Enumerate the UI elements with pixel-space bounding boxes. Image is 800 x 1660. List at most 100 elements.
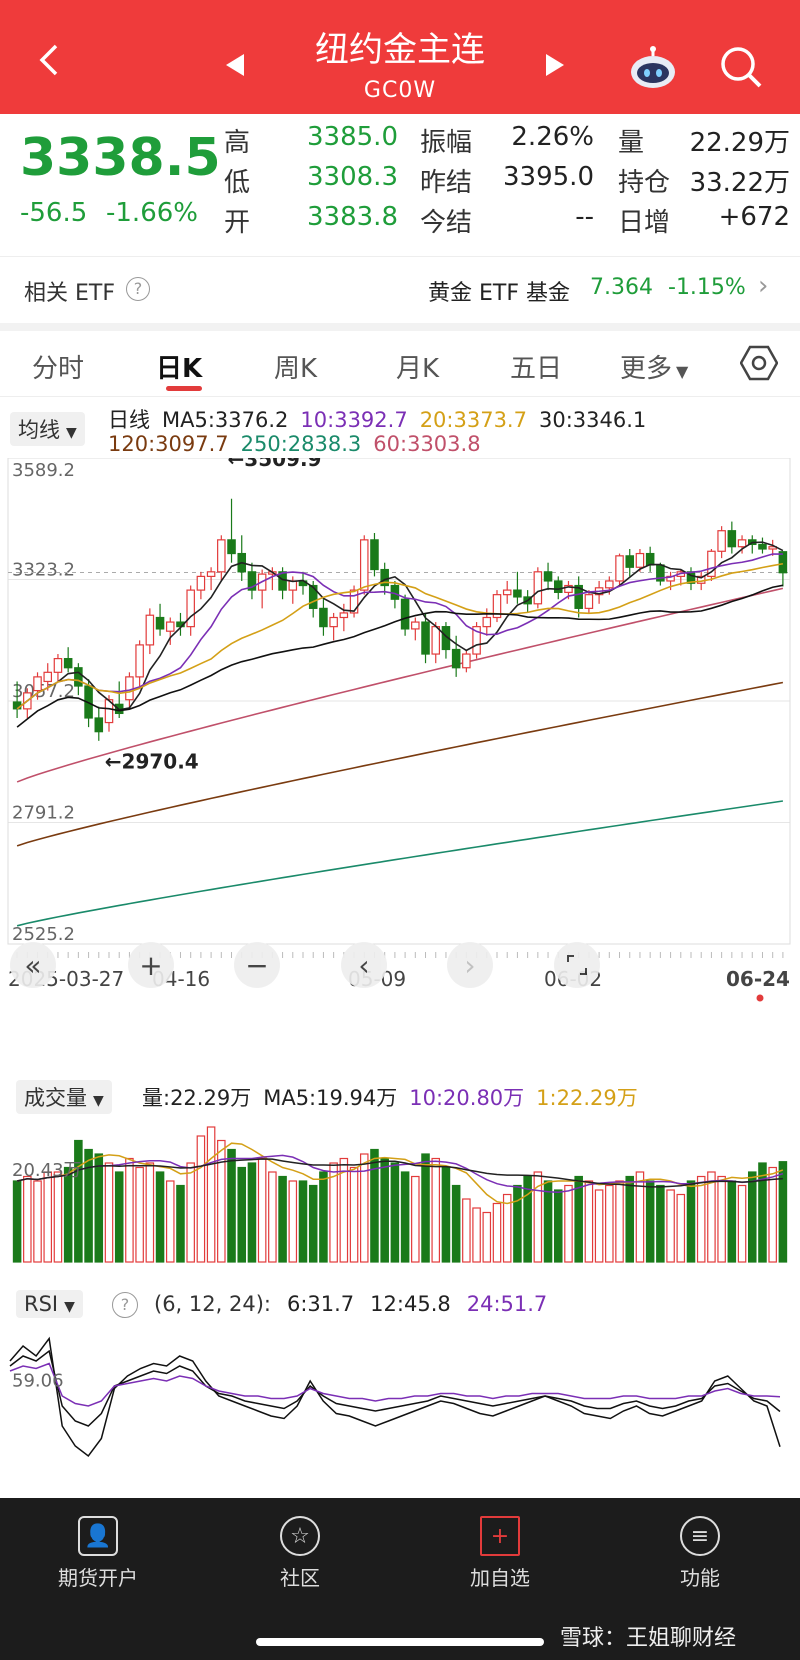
volume-dropdown[interactable]: 成交量 ▼ — [16, 1080, 112, 1114]
nav-community[interactable]: ☆ 社区 — [230, 1516, 370, 1591]
nav-label: 功能 — [680, 1566, 720, 1590]
candle — [441, 622, 451, 659]
volume-bar — [268, 1171, 277, 1263]
scroll-right-button[interactable]: › — [447, 942, 493, 988]
quote-panel: 3338.5 -56.5 -1.66% 高 3385.0 振幅 2.26% 量 22.29… — [0, 114, 800, 256]
nav-label: 加自选 — [470, 1566, 530, 1590]
nav-label: 社区 — [280, 1566, 320, 1590]
tab-weekly-k[interactable]: 周K — [274, 354, 318, 384]
candlestick-chart[interactable]: 3589.2 3323.2 3057.2 2791.2 2525.2 ←3509.9 ←29… — [0, 458, 800, 1008]
candle — [645, 546, 655, 572]
back-button[interactable] — [30, 40, 70, 80]
ma-legend-row-2: 120:3097.7 250:2838.3 60:3303.8 — [108, 432, 493, 456]
nav-futures-account[interactable]: 👤 期货开户 — [28, 1516, 168, 1591]
candle — [359, 535, 369, 595]
candle — [635, 548, 645, 572]
search-button[interactable] — [718, 44, 764, 90]
candle — [298, 571, 308, 595]
candle — [135, 640, 144, 687]
volume-bar — [257, 1157, 267, 1263]
ma-legend-row-1: 日线 MA5:3376.2 10:3392.7 20:3373.7 30:3346.1 — [108, 404, 658, 434]
ma-dropdown[interactable]: 均线 ▼ — [10, 412, 85, 446]
triangle-right-icon — [546, 54, 564, 76]
quote-value: +672 — [718, 202, 790, 232]
volume-bar — [400, 1171, 410, 1263]
volume-bar — [635, 1171, 645, 1263]
volume-bar — [370, 1148, 379, 1263]
volume-bar — [84, 1148, 93, 1263]
active-tab-indicator — [166, 386, 202, 391]
candle — [206, 567, 216, 591]
volume-bar — [696, 1175, 706, 1263]
legend-item: 日线 — [108, 408, 150, 432]
volume-bar — [23, 1175, 32, 1263]
quote-label: 高 — [224, 128, 251, 158]
candle — [513, 571, 522, 604]
volume-bar — [74, 1139, 83, 1263]
scroll-left-button[interactable]: ‹ — [341, 942, 387, 988]
prev-contract-button[interactable] — [222, 52, 248, 78]
candle — [492, 590, 502, 623]
legend-item: 1:22.29万 — [536, 1086, 638, 1110]
moving-average-line — [16, 584, 784, 728]
volume-bar — [717, 1175, 726, 1263]
scroll-start-button[interactable]: « — [10, 942, 56, 988]
rsi-dropdown[interactable]: RSI ▼ — [16, 1290, 83, 1318]
nav-label: 期货开户 — [58, 1566, 138, 1590]
volume-bar — [553, 1189, 563, 1263]
rsi-legend: (6, 12, 24): 6:31.7 12:45.8 24:51.7 — [154, 1292, 563, 1316]
etf-fund-price: 7.364 — [590, 275, 653, 300]
rsi-help-icon[interactable]: ? — [112, 1292, 138, 1318]
volume-bar — [564, 1184, 573, 1263]
quote-value: 3308.3 — [307, 162, 398, 192]
volume-bar — [298, 1180, 308, 1263]
next-contract-button[interactable] — [542, 52, 568, 78]
candle — [53, 654, 63, 682]
volume-bar — [737, 1184, 747, 1263]
chart-settings-button[interactable] — [739, 344, 779, 382]
hexagon-settings-icon — [739, 345, 779, 381]
caret-down-icon: ▼ — [66, 425, 77, 441]
volume-bar — [155, 1171, 165, 1263]
volume-bar — [492, 1202, 502, 1263]
quote-label: 昨结 — [420, 168, 473, 198]
volume-bar — [451, 1184, 461, 1263]
tab-five-day[interactable]: 五日 — [510, 354, 563, 384]
tab-daily-k[interactable]: 日K — [156, 354, 203, 384]
volume-bar — [533, 1171, 543, 1263]
double-chevron-left-icon: « — [24, 948, 42, 982]
user-icon: 👤 — [78, 1516, 118, 1556]
assistant-robot-button[interactable] — [628, 44, 678, 90]
tab-monthly-k[interactable]: 月K — [396, 354, 440, 384]
candle — [400, 594, 410, 636]
legend-item: 量:22.29万 — [142, 1086, 252, 1110]
zoom-out-button[interactable]: − — [234, 942, 280, 988]
volume-bar — [523, 1175, 532, 1263]
candle — [717, 526, 726, 559]
volume-bar — [12, 1180, 22, 1263]
volume-ma-line — [16, 1158, 783, 1188]
quote-label: 开 — [224, 208, 251, 238]
plus-icon: + — [139, 948, 163, 982]
tab-more[interactable]: 更多 ▼ — [620, 348, 688, 385]
watermark: 雪球：王姐聊财经 — [560, 1626, 737, 1651]
legend-item: 12:45.8 — [370, 1292, 451, 1316]
zoom-in-button[interactable]: + — [128, 942, 174, 988]
volume-bar — [94, 1153, 104, 1263]
community-icon: ☆ — [280, 1516, 320, 1556]
help-icon[interactable]: ? — [126, 277, 150, 301]
quote-value: 22.29万 — [689, 128, 790, 158]
volume-bar — [196, 1135, 206, 1263]
fullscreen-button[interactable] — [554, 942, 600, 988]
quote-label: 振幅 — [420, 128, 473, 158]
etf-fund-change: -1.15% — [668, 275, 746, 300]
volume-bar — [768, 1166, 777, 1263]
nav-add-watchlist[interactable]: + 加自选 — [430, 1516, 570, 1591]
nav-functions[interactable]: ≡ 功能 — [630, 1516, 770, 1591]
related-etf-row[interactable]: 相关 ETF ? 黄金 ETF 基金 7.364 -1.15% › — [0, 256, 800, 331]
tab-intraday[interactable]: 分时 — [32, 354, 85, 384]
etf-fund-name: 黄金 ETF 基金 — [428, 281, 570, 306]
candle — [533, 567, 543, 609]
quote-label: 低 — [224, 168, 251, 198]
quote-value: 2.26% — [511, 122, 594, 152]
